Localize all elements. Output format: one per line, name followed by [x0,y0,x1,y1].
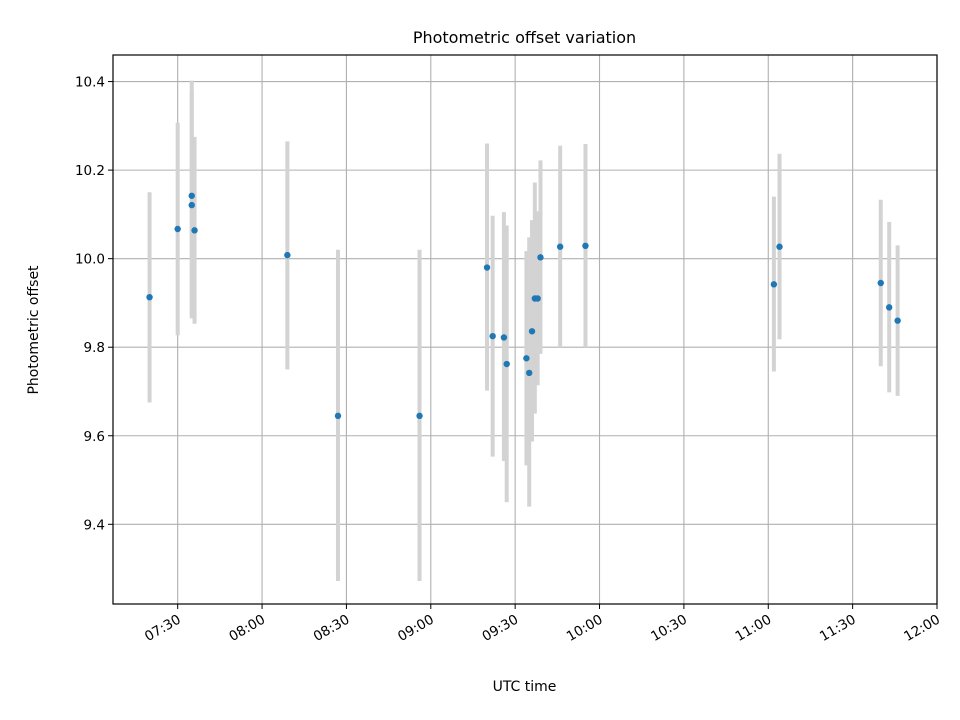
y-tick-label: 10.0 [75,252,105,268]
data-point [523,355,530,362]
y-axis-label: Photometric offset [26,265,42,395]
data-point [528,328,536,335]
data-point [894,317,901,324]
data-point [885,304,893,311]
chart-title: Photometric offset variation [413,28,636,47]
y-tick-label: 10.4 [75,75,105,91]
y-tick-label: 9.8 [84,340,105,356]
data-point [877,279,884,287]
y-axis-ticks: 9.4 9.6 9.8 10.0 10.2 10.4 [75,75,113,533]
data-point [556,243,564,250]
data-point [188,201,195,209]
x-axis-label: UTC time [493,679,557,695]
y-tick-label: 9.6 [84,429,105,445]
data-point [284,251,291,259]
data-point [776,243,783,250]
data-point [526,369,533,377]
data-point [188,192,195,199]
data-point [174,225,181,233]
data-point [537,254,544,261]
data-point [416,412,423,420]
data-point [500,334,508,341]
data-point [489,332,496,340]
data-point [582,242,589,250]
y-tick-label: 9.4 [84,517,105,533]
data-point [146,293,153,301]
data-point [770,281,778,288]
plot-frame [112,54,938,605]
data-point [534,295,541,302]
data-points [146,192,901,420]
data-point [483,264,491,271]
data-point [334,412,342,420]
data-point [191,227,198,234]
y-tick-label: 10.2 [75,163,105,179]
data-point [503,360,510,368]
